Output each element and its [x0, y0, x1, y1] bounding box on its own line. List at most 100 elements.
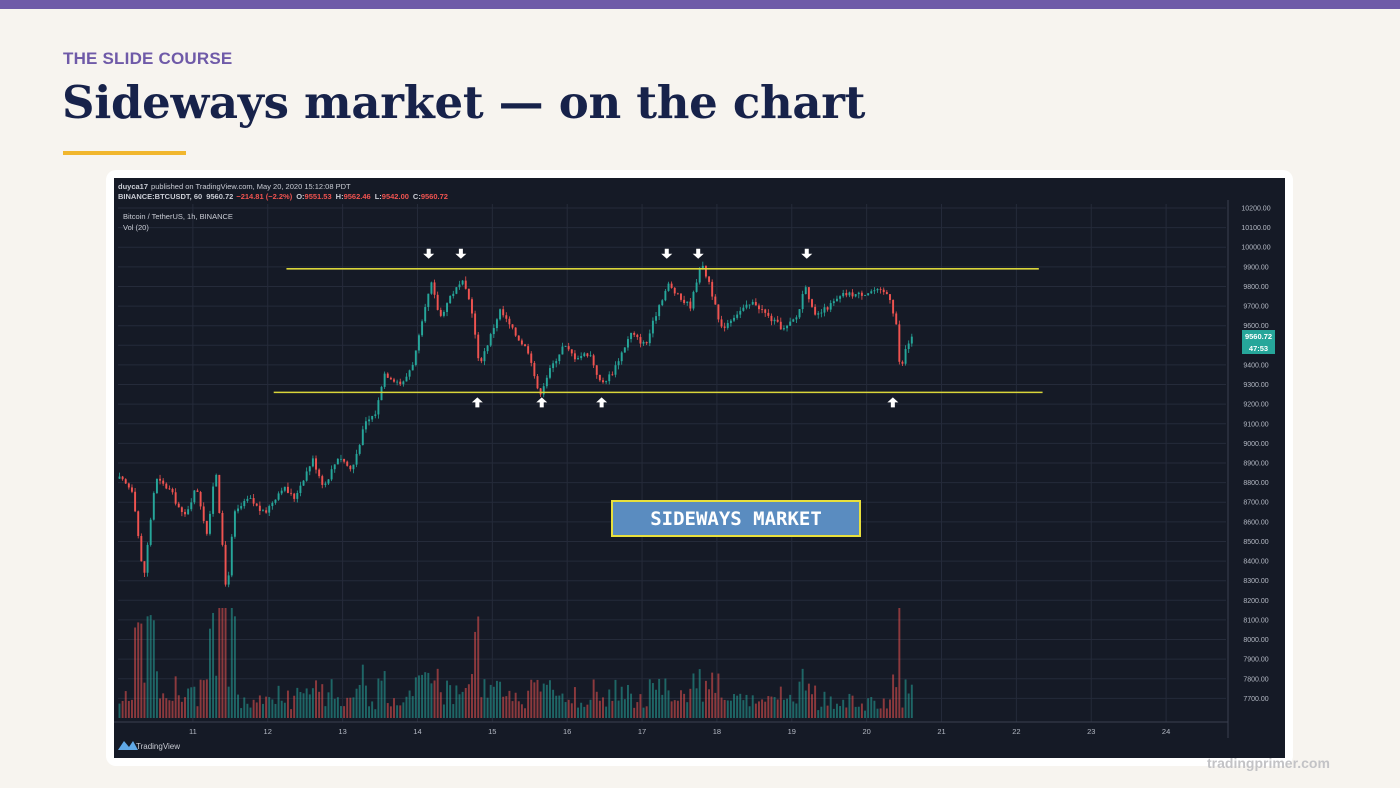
volume-bar: [511, 701, 514, 718]
candle-body: [474, 313, 477, 335]
candle-body: [798, 309, 801, 318]
candle-body: [417, 335, 420, 351]
volume-bar: [533, 682, 536, 718]
candle-body: [895, 313, 898, 325]
volume-bar: [739, 693, 742, 718]
candle-body: [733, 317, 735, 321]
volume-bar: [695, 688, 698, 718]
volume-bar: [879, 708, 882, 718]
volume-label: Vol (20): [123, 223, 149, 232]
volume-bar: [393, 698, 395, 718]
volume-bar: [193, 686, 196, 718]
time-tick-label: 15: [488, 727, 496, 736]
candle-body: [711, 281, 714, 297]
price-tick-label: 8700.00: [1243, 500, 1268, 507]
candle-body: [227, 575, 230, 585]
candle-body: [695, 282, 698, 292]
candle-body: [524, 344, 526, 347]
candle-body: [458, 284, 461, 288]
candle-body: [742, 307, 745, 311]
volume-bar: [786, 698, 789, 718]
volume-bar: [368, 706, 371, 718]
candle-body: [389, 377, 392, 380]
countdown-badge: 47:53: [1249, 344, 1268, 353]
h-value: 9562.46: [344, 192, 371, 201]
volume-bar: [377, 678, 380, 718]
volume-bar: [321, 684, 324, 718]
candle-body: [617, 361, 620, 366]
volume-bar: [427, 672, 430, 718]
candle-body: [221, 512, 224, 545]
volume-bar: [361, 664, 364, 718]
volume-bar: [221, 608, 224, 718]
volume-bar: [461, 691, 464, 718]
change-text: −214.81 (−2.2%): [236, 192, 292, 201]
candle-body: [233, 511, 236, 537]
volume-bar: [436, 668, 439, 718]
volume-bar: [592, 679, 595, 718]
candle-body: [814, 306, 817, 315]
candle-body: [121, 476, 124, 480]
volume-bar: [520, 704, 523, 718]
price-tick-label: 8100.00: [1243, 617, 1268, 624]
volume-bar: [324, 706, 327, 718]
candle-body: [879, 288, 882, 290]
volume-bar: [290, 709, 293, 718]
candle-body: [885, 292, 888, 295]
volume-bar: [343, 706, 346, 718]
candle-body: [589, 355, 592, 357]
volume-bar: [605, 706, 608, 718]
candle-body: [424, 307, 427, 322]
candle-body: [651, 320, 654, 334]
volume-bar: [795, 703, 798, 718]
volume-bar: [542, 683, 545, 718]
candle-body: [393, 379, 395, 382]
price-badge-bg: [1242, 330, 1275, 342]
candle-body: [446, 303, 448, 312]
candle-body: [595, 365, 598, 375]
candle-body: [212, 486, 215, 514]
time-tick-label: 19: [788, 727, 796, 736]
volume-bar: [680, 690, 682, 718]
candle-body: [645, 342, 648, 344]
candle-body: [184, 511, 186, 515]
candle-body: [739, 310, 742, 315]
volume-bar: [845, 707, 848, 718]
candle-body: [683, 299, 686, 303]
candle-body: [190, 502, 193, 510]
volume-bar: [764, 701, 767, 718]
volume-bar: [817, 710, 820, 718]
volume-bar: [754, 703, 757, 718]
volume-bar: [218, 608, 221, 718]
candle-body: [889, 294, 891, 300]
candle-body: [118, 476, 121, 479]
candle-body: [577, 358, 580, 360]
volume-bar: [458, 694, 461, 718]
volume-bar: [327, 692, 330, 718]
candle-body: [552, 363, 555, 369]
candle-body: [754, 301, 757, 306]
callout-text: SIDEWAYS MARKET: [650, 508, 822, 530]
candle-body: [561, 346, 564, 355]
candle-body: [280, 490, 283, 494]
candle-body: [224, 544, 227, 585]
candle-body: [533, 362, 536, 377]
volume-bar: [224, 608, 227, 718]
candle-body: [598, 374, 601, 381]
volume-bar: [265, 696, 268, 718]
candle-body: [751, 301, 754, 305]
volume-bar: [205, 679, 208, 718]
candle-body: [786, 325, 789, 329]
candle-body: [411, 365, 414, 371]
price-badges: 9560.72 47:53: [1242, 330, 1275, 354]
candle-body: [380, 386, 383, 401]
volume-bar: [558, 695, 561, 718]
volume-bar: [873, 700, 876, 718]
support-touch-arrow-icon: [471, 397, 483, 408]
price-tick-label: 8400.00: [1243, 559, 1268, 566]
candle-body: [218, 474, 221, 513]
candle-body: [237, 508, 240, 512]
volume-bar: [651, 683, 654, 718]
candle-body: [193, 490, 196, 503]
